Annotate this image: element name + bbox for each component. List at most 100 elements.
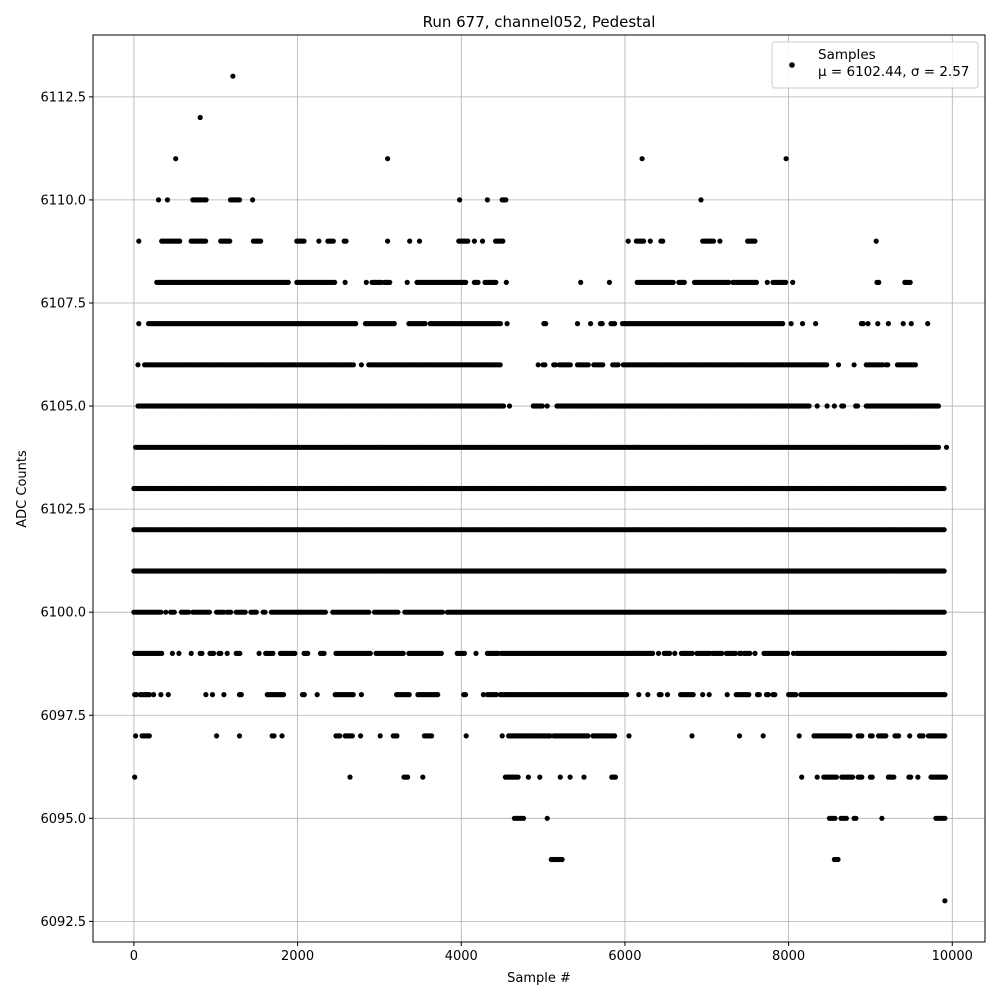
sample-point	[853, 815, 859, 821]
sample-point	[159, 650, 165, 657]
sample-point	[497, 362, 503, 368]
sample-point	[135, 362, 141, 368]
sample-point	[835, 856, 841, 863]
y-axis-label: ADC Counts	[15, 450, 30, 528]
x-tick-label: 0	[130, 949, 138, 964]
sample-point	[151, 692, 157, 698]
sample-point	[544, 815, 550, 821]
sample-point	[457, 197, 463, 203]
sample-point	[796, 733, 802, 739]
sample-point	[879, 815, 885, 821]
sample-point	[136, 238, 142, 244]
sample-point	[343, 238, 349, 244]
sample-point	[238, 692, 244, 698]
sample-point	[146, 692, 153, 698]
sample-point	[363, 279, 369, 285]
sample-point	[391, 321, 397, 327]
sample-point	[670, 279, 676, 285]
sample-point	[206, 609, 212, 615]
sample-point	[700, 692, 706, 698]
sample-point	[900, 321, 906, 327]
sample-point	[164, 197, 171, 203]
sample-point	[907, 279, 913, 285]
sample-point	[438, 650, 444, 657]
x-axis-ticks: 0 2000 4000 6000 8000 10000	[130, 942, 973, 964]
sample-point	[493, 279, 499, 285]
sample-point	[559, 856, 565, 863]
sample-point	[503, 197, 509, 203]
sample-point	[332, 279, 338, 285]
sample-point	[347, 774, 353, 780]
sample-point	[211, 650, 217, 657]
sample-point	[186, 609, 192, 615]
sample-point	[367, 650, 373, 657]
sample-point	[405, 774, 411, 780]
sample-point	[833, 774, 840, 780]
sample-point	[650, 650, 656, 657]
sample-point	[305, 650, 311, 657]
sample-point	[891, 774, 897, 780]
sample-point	[301, 692, 307, 698]
sample-point	[407, 238, 413, 244]
sample-point	[253, 609, 259, 615]
sample-point	[717, 238, 723, 244]
sample-point	[625, 238, 631, 244]
sample-point	[764, 279, 770, 285]
sample-point	[133, 733, 139, 739]
sample-point	[155, 197, 162, 203]
sample-point	[237, 650, 243, 657]
sample-point	[941, 527, 947, 533]
sample-point	[567, 362, 573, 368]
sample-point	[756, 692, 762, 698]
sample-point	[158, 692, 164, 698]
sample-point	[942, 898, 948, 904]
y-tick-label: 6110.0	[41, 193, 87, 208]
y-axis-ticks: 6092.5 6095.0 6097.5 6100.0 6102.5 6105.0 6107…	[41, 90, 93, 930]
sample-point	[706, 692, 712, 698]
sample-point	[869, 733, 875, 739]
sample-point	[873, 238, 879, 244]
sample-point	[270, 650, 276, 657]
sample-point	[358, 733, 364, 739]
sample-point	[504, 321, 510, 327]
x-tick-label: 2000	[281, 949, 314, 964]
sample-point	[831, 403, 838, 409]
sample-point	[349, 733, 355, 739]
sample-point	[814, 774, 820, 780]
sample-point	[626, 733, 632, 739]
legend-stats: μ = 6102.44, σ = 2.57	[818, 64, 969, 80]
sample-point	[314, 692, 320, 698]
sample-point	[420, 774, 426, 780]
sample-point	[869, 774, 875, 780]
sample-point	[912, 362, 919, 368]
sample-point	[224, 650, 230, 657]
sample-point	[221, 692, 227, 698]
x-tick-label: 8000	[772, 949, 805, 964]
sample-point	[876, 279, 882, 285]
sample-point	[366, 609, 372, 615]
sample-point	[799, 321, 806, 327]
sample-point	[942, 815, 948, 821]
sample-point	[941, 609, 947, 615]
sample-point	[865, 321, 871, 327]
sample-point	[783, 279, 789, 285]
sample-point	[667, 650, 673, 657]
sample-point	[475, 279, 481, 285]
sample-point	[875, 321, 881, 327]
sample-point	[681, 279, 687, 285]
sample-point	[177, 238, 183, 244]
y-tick-label: 6105.0	[41, 400, 87, 415]
sample-point	[753, 279, 760, 285]
sample-point	[387, 279, 393, 285]
sample-point	[814, 403, 820, 409]
sample-point	[256, 650, 262, 657]
sample-point	[479, 238, 486, 244]
sample-point	[624, 692, 630, 698]
sample-point	[641, 238, 647, 244]
sample-point	[943, 444, 950, 450]
sample-point	[285, 279, 291, 285]
sample-point	[163, 609, 169, 615]
sample-point	[429, 733, 435, 739]
